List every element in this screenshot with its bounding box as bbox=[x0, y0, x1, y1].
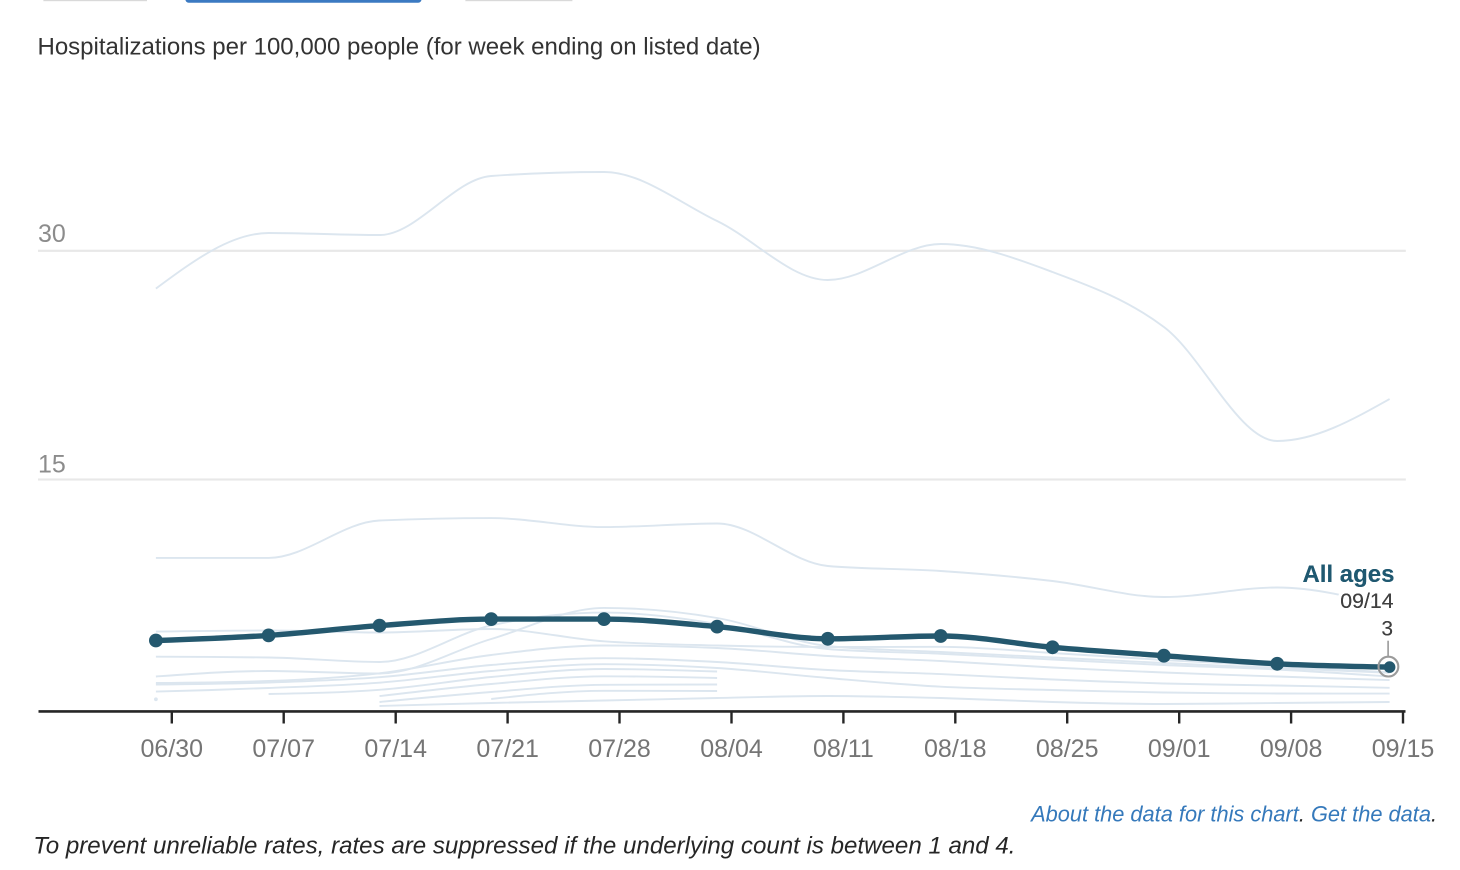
svg-text:07/21: 07/21 bbox=[476, 735, 539, 763]
svg-text:08/25: 08/25 bbox=[1036, 735, 1099, 763]
svg-text:30: 30 bbox=[38, 220, 66, 248]
svg-text:07/28: 07/28 bbox=[588, 735, 651, 763]
svg-text:All ages: All ages bbox=[1302, 561, 1394, 588]
svg-text:3: 3 bbox=[1381, 618, 1393, 641]
svg-text:About the data for this chart.: About the data for this chart. Get the d… bbox=[1029, 802, 1437, 827]
svg-text:07/14: 07/14 bbox=[364, 735, 427, 763]
svg-text:15: 15 bbox=[38, 450, 66, 478]
svg-text:09/01: 09/01 bbox=[1148, 735, 1211, 763]
svg-text:06/30: 06/30 bbox=[141, 735, 204, 763]
svg-text:09/14: 09/14 bbox=[1340, 589, 1393, 613]
svg-text:To prevent unreliable rates, r: To prevent unreliable rates, rates are s… bbox=[33, 833, 1015, 860]
svg-text:3: 3 bbox=[1381, 618, 1393, 641]
svg-text:09/08: 09/08 bbox=[1260, 735, 1323, 763]
svg-text:All ages: All ages bbox=[1302, 561, 1394, 588]
svg-text:08/11: 08/11 bbox=[813, 735, 874, 763]
svg-text:08/04: 08/04 bbox=[700, 735, 763, 763]
svg-text:08/18: 08/18 bbox=[924, 735, 987, 763]
svg-text:09/15: 09/15 bbox=[1372, 735, 1435, 763]
svg-text:Hospitalizations per 100,000 p: Hospitalizations per 100,000 people (for… bbox=[38, 34, 761, 61]
svg-text:09/14: 09/14 bbox=[1340, 589, 1393, 613]
svg-text:07/07: 07/07 bbox=[252, 735, 315, 763]
